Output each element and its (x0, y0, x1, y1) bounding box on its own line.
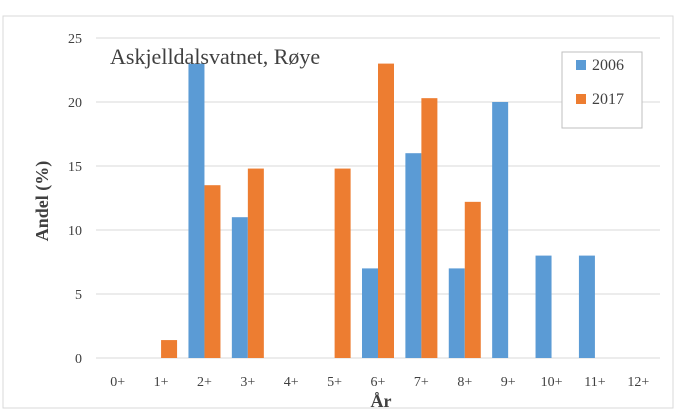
x-tick-label: 12+ (627, 375, 649, 390)
x-tick-label: 4+ (284, 375, 299, 390)
x-tick-label: 8+ (457, 375, 472, 390)
chart-frame (2, 15, 674, 409)
x-tick-label: 5+ (327, 375, 342, 390)
y-tick-label: 15 (68, 160, 82, 175)
bar-2006-6+ (362, 268, 378, 358)
bar-2006-8+ (448, 268, 465, 358)
x-tick-label: 7+ (414, 375, 429, 390)
legend-box (561, 51, 643, 129)
y-tick-label: 10 (68, 224, 82, 239)
legend: 2006 2017 (561, 51, 643, 129)
x-tick-label: 10+ (541, 375, 563, 390)
legend-swatch-2006 (576, 60, 586, 70)
bar-2006-7+ (405, 153, 422, 358)
y-tick-label: 5 (75, 288, 82, 303)
legend-label-2006: 2006 (592, 57, 624, 74)
bar-2017-1+ (161, 340, 178, 358)
bar-2017-5+ (334, 168, 351, 358)
x-tick-label: 9+ (501, 375, 516, 390)
bar-2017-3+ (247, 168, 264, 358)
y-axis-ticks: 0 5 10 15 20 25 (68, 32, 82, 367)
x-tick-label: 0+ (110, 375, 125, 390)
x-tick-label: 6+ (371, 375, 386, 390)
bar-2006-3+ (231, 217, 248, 358)
bar-2017-8+ (464, 201, 481, 358)
x-tick-label: 3+ (240, 375, 255, 390)
x-tick-label: 1+ (154, 375, 169, 390)
y-axis-title: Andel (%) (32, 161, 53, 242)
bar-2017-2+ (204, 185, 221, 358)
x-tick-label: 2+ (197, 375, 212, 390)
x-tick-label: 11+ (584, 375, 605, 390)
bar-2017-7+ (421, 98, 438, 358)
bar-2006-9+ (492, 102, 509, 358)
bars (161, 63, 595, 358)
bar-2006-2+ (188, 63, 205, 358)
x-axis-title: År (371, 391, 392, 410)
legend-swatch-2017 (576, 94, 586, 104)
y-tick-label: 0 (75, 352, 82, 367)
y-tick-label: 20 (68, 96, 82, 111)
bar-2017-6+ (378, 63, 394, 358)
legend-label-2017: 2017 (592, 91, 624, 108)
x-axis-ticks: 0+ 1+ 2+ 3+ 4+ 5+ 6+ 7+ 8+ 9+ 10+ 11+ 12+ (110, 375, 649, 390)
bar-2006-11+ (578, 255, 595, 358)
chart-title: Askjelldalsvatnet, Røye (110, 44, 320, 69)
bar-2006-10+ (535, 255, 552, 358)
y-tick-label: 25 (68, 32, 82, 47)
